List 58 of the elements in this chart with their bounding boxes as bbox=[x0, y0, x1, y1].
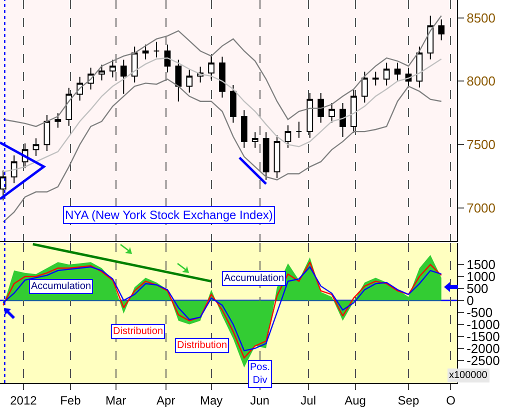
candlestick bbox=[219, 56, 226, 98]
x-tick-label: Jul bbox=[300, 393, 316, 408]
candlestick bbox=[328, 102, 335, 124]
candlestick bbox=[44, 114, 50, 152]
candlestick bbox=[186, 69, 193, 94]
candlestick bbox=[230, 84, 236, 124]
candlestick bbox=[98, 64, 105, 81]
candlestick bbox=[438, 18, 445, 41]
candlestick bbox=[153, 41, 160, 58]
candlestick bbox=[110, 59, 116, 78]
candlestick bbox=[142, 44, 149, 60]
y-tick-label: 7000 bbox=[466, 200, 496, 216]
x-tick-label: Feb bbox=[60, 393, 82, 408]
candlestick bbox=[66, 87, 72, 126]
candlestick bbox=[32, 138, 40, 157]
x-tick-label: O bbox=[446, 393, 456, 408]
candlestick bbox=[262, 132, 270, 180]
annotation: Accumulation bbox=[224, 273, 284, 284]
line-series bbox=[2, 57, 442, 172]
candlestick bbox=[361, 71, 368, 104]
candlestick bbox=[175, 59, 182, 102]
y-tick-label: 8000 bbox=[466, 74, 496, 89]
x-tick-label: Apr bbox=[156, 393, 176, 408]
x-tick-label: May bbox=[200, 393, 223, 408]
annotation: x100000 bbox=[449, 370, 488, 381]
candlestick bbox=[306, 92, 314, 138]
candlestick bbox=[394, 62, 401, 81]
candlestick bbox=[318, 92, 324, 124]
x-tick-label: Aug bbox=[344, 393, 366, 408]
candlestick bbox=[372, 71, 379, 86]
line-series bbox=[2, 15, 442, 128]
x-tick-label: Jun bbox=[250, 393, 270, 408]
candlestick bbox=[10, 154, 18, 184]
annotation: Distribution bbox=[177, 340, 228, 351]
candlestick bbox=[252, 132, 258, 148]
candlestick bbox=[54, 112, 62, 128]
x-tick-label: Sep bbox=[398, 393, 420, 408]
line-series bbox=[2, 78, 442, 223]
candlestick bbox=[427, 15, 434, 60]
candlestick bbox=[164, 44, 171, 73]
y-tick-label: 7500 bbox=[466, 137, 496, 152]
y-tick-label: 8500 bbox=[466, 10, 496, 26]
annotation: NYA (New York Stock Exchange Index) bbox=[65, 208, 273, 222]
candlestick bbox=[340, 102, 346, 138]
annotation: Accumulation bbox=[31, 281, 92, 292]
x-tick-label: Mar bbox=[105, 393, 126, 408]
candlestick bbox=[131, 46, 138, 83]
candlestick bbox=[296, 121, 302, 138]
candlestick bbox=[208, 55, 214, 80]
candlestick bbox=[383, 62, 390, 86]
candlestick bbox=[240, 110, 248, 148]
candlestick bbox=[350, 89, 357, 134]
candlestick bbox=[274, 134, 280, 179]
candlestick bbox=[284, 124, 292, 148]
annotation: Pos. Div bbox=[250, 362, 270, 386]
annotation: Distribution bbox=[113, 326, 164, 337]
candlestick bbox=[120, 59, 127, 94]
x-tick-label: 2012 bbox=[10, 393, 38, 408]
